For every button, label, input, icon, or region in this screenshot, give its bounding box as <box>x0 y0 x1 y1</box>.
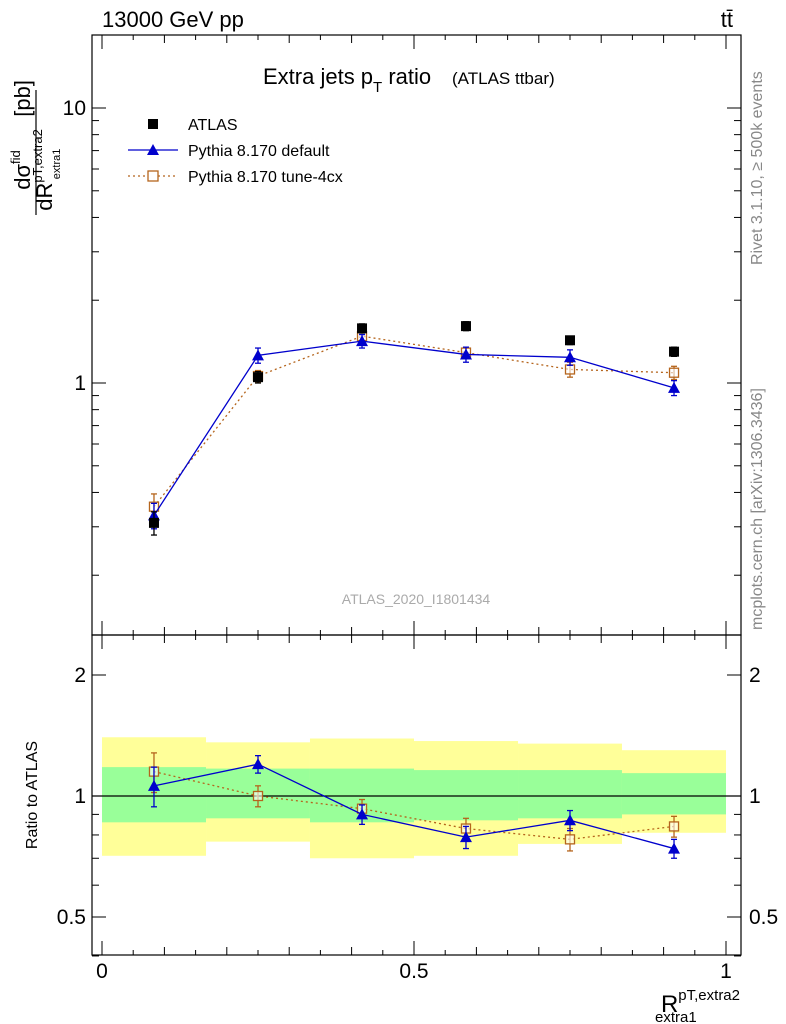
x-axis-title-sub: extra1 <box>655 1009 697 1024</box>
source-label: mcplots.cern.ch [arXiv:1306.3436] <box>749 388 766 630</box>
chart-title-suffix: ratio <box>382 64 431 89</box>
y-axis-numerator: dσfid <box>8 150 35 190</box>
pythia-default-point <box>668 381 681 393</box>
ratio-tune-4cx-point <box>252 790 264 802</box>
main-panel: 1 10 Extra jets pT ratio (ATLAS ttbar) dσ… <box>8 34 742 636</box>
ratio-pythia-default-line <box>153 763 675 850</box>
y-tick-label: 2 <box>74 664 86 687</box>
y-axis-denominator: dRpT,extra2 extra1 <box>30 129 63 211</box>
ratio-pythia-default-point <box>459 831 472 843</box>
ratio-panel: 0 0.5 1 0.5 0.5 1 1 2 2 Ratio to ATLAS RpT,extra… <box>24 634 778 1024</box>
x-axis-title-main: R <box>661 991 678 1018</box>
y-tick-label-right: 2 <box>749 664 761 687</box>
x-axis-title: RpT,extra2 extra1 <box>655 987 740 1024</box>
pythia-default-line <box>153 340 675 516</box>
pythia-default-point <box>356 335 369 347</box>
atlas-point <box>148 517 159 528</box>
ratio-bands <box>102 737 726 859</box>
chart-title-main: Extra jets p <box>263 64 373 89</box>
x-tick-label: 0 <box>96 960 108 983</box>
y-tick-label-right: 1 <box>749 785 761 808</box>
legend-atlas-label: ATLAS <box>188 117 238 134</box>
ratio-pythia-default-point <box>147 779 160 791</box>
ratio-pythia-default-point <box>668 842 681 854</box>
legend: ATLAS Pythia 8.170 default Pythia 8.170 … <box>128 117 343 186</box>
legend-tune-marker <box>147 170 159 182</box>
y-tick-label-right: 0.5 <box>749 906 778 929</box>
y-tick-label: 1 <box>74 372 86 395</box>
ratio-pythia-default-point <box>564 814 576 826</box>
tune-4cx-point <box>668 367 680 378</box>
chart-title-sub: T <box>373 79 382 96</box>
atlas-point <box>669 346 680 357</box>
legend-atlas-marker <box>148 119 158 129</box>
ratio-panel-data <box>147 752 681 859</box>
process-label: tt̄ <box>721 7 733 32</box>
chart-title: Extra jets pT ratio <box>263 64 431 96</box>
pythia-default-point <box>252 349 264 361</box>
main-panel-ticks: 1 10 <box>63 35 741 635</box>
x-axis-title-sup: pT,extra2 <box>678 987 740 1004</box>
atlas-point <box>565 335 575 346</box>
legend-default-marker <box>147 144 159 155</box>
tune-4cx-point <box>564 364 576 375</box>
x-tick-label: 0.5 <box>399 960 428 983</box>
x-tick-label: 1 <box>720 960 732 983</box>
ratio-band-green <box>621 773 726 815</box>
ratio-tune-4cx-point <box>668 821 680 832</box>
pythia-default-point <box>459 348 472 360</box>
ratio-panel-ticks: 0 0.5 1 0.5 0.5 1 1 2 2 <box>57 635 778 983</box>
legend-tune-label: Pythia 8.170 tune-4cx <box>188 169 343 186</box>
y-axis-title-main: dσfid dRpT,extra2 extra1 [pb] <box>8 80 63 215</box>
legend-default-label: Pythia 8.170 default <box>188 143 330 160</box>
atlas-point <box>357 323 368 334</box>
main-panel-data <box>147 321 681 536</box>
pythia-default-point <box>564 351 576 363</box>
y-tick-label: 1 <box>74 785 86 808</box>
ratio-panel-frame <box>91 634 742 956</box>
ratio-y-axis-title: Ratio to ATLAS <box>24 741 41 849</box>
rivet-label: Rivet 3.1.10, ≥ 500k events <box>749 71 766 265</box>
tune-4cx-line <box>153 335 675 508</box>
ratio-pythia-default-point <box>252 758 264 770</box>
ratio-pythia-default-point <box>356 808 369 820</box>
y-tick-label: 0.5 <box>57 906 86 929</box>
ratio-band-green <box>414 770 519 821</box>
ratio-tune-4cx-point <box>564 834 576 845</box>
analysis-watermark: ATLAS_2020_I1801434 <box>342 591 491 607</box>
atlas-point <box>253 372 263 383</box>
energy-label: 13000 GeV pp <box>102 7 244 32</box>
chart-title-extra: (ATLAS ttbar) <box>452 69 555 88</box>
y-tick-label: 10 <box>63 97 86 120</box>
atlas-point <box>460 321 471 332</box>
y-axis-unit: [pb] <box>10 80 35 117</box>
